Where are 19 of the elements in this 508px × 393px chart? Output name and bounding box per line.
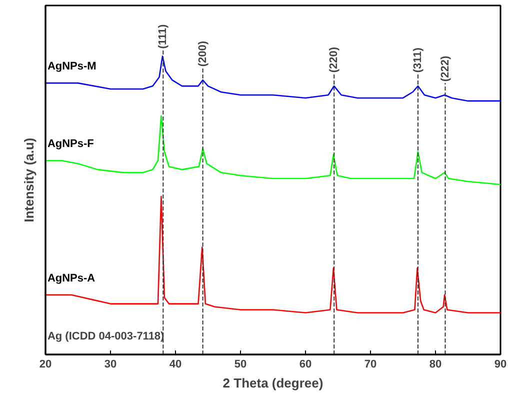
x-tick-label: 70 [364,358,377,370]
y-axis-title: Intensity (a.u) [22,138,36,222]
x-tick-label: 80 [429,358,442,370]
annotation: Ag (ICDD 04-003-7118) [47,330,165,343]
x-tick-label: 60 [299,358,312,370]
series-label: AgNPs-F [47,138,94,150]
x-tick-label: 30 [104,358,117,370]
annotation: (200) [196,40,209,67]
x-tick-label: 40 [169,358,182,370]
annotation: (111) [157,24,170,49]
annotation: (222) [439,56,452,82]
series-label: AgNPs-M [47,60,96,73]
x-tick-label: 50 [234,358,247,370]
annotation: (220) [328,46,340,73]
series-label: AgNPs-A [47,272,96,284]
x-axis-title: 2 Theta (degree) [222,376,324,390]
annotation: (311) [412,47,424,73]
x-tick-label: 20 [39,358,52,370]
x-tick-label: 90 [494,358,507,370]
